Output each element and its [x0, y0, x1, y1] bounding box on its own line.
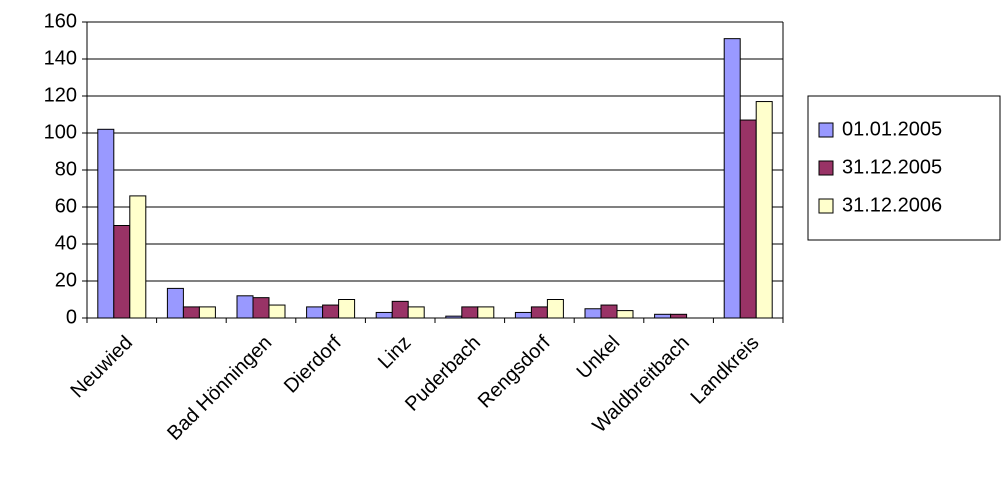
bar: [616, 310, 634, 319]
y-tick-label: 140: [44, 47, 77, 69]
y-tick-label: 20: [55, 269, 77, 291]
y-tick-label: 60: [55, 195, 77, 217]
x-tick-label: Bad Hönningen: [163, 332, 276, 445]
bar: [375, 311, 393, 319]
bar: [338, 299, 356, 319]
y-tick-label: 160: [44, 10, 77, 32]
bar: [391, 300, 409, 319]
bar: [407, 306, 425, 319]
bar: [236, 295, 254, 319]
y-tick-label: 80: [55, 158, 77, 180]
bar: [654, 313, 672, 319]
y-tick-label: 0: [66, 306, 77, 328]
bar: [182, 306, 200, 319]
legend-swatch: [818, 122, 834, 138]
bar: [584, 308, 602, 319]
bar: [530, 306, 548, 319]
x-tick-label: Puderbach: [401, 332, 485, 416]
x-tick-label: Rengsdorf: [474, 331, 555, 412]
legend-box: [807, 95, 1001, 241]
legend-label: 01.01.2005: [842, 118, 942, 140]
bar: [514, 311, 532, 319]
legend-label: 31.12.2006: [842, 194, 942, 216]
x-tick-label: Linz: [374, 332, 416, 374]
bar: [600, 304, 618, 319]
bar: [198, 306, 216, 319]
x-tick-label: Landkreis: [687, 332, 764, 409]
bar: [723, 38, 741, 319]
y-tick-label: 100: [44, 121, 77, 143]
bar: [755, 101, 773, 319]
bar: [306, 306, 324, 319]
legend-label: 31.12.2005: [842, 156, 942, 178]
x-tick-label: Neuwied: [66, 332, 137, 403]
legend-swatch: [818, 160, 834, 176]
bar: [252, 297, 270, 319]
bar: [322, 304, 340, 319]
x-tick-label: Unkel: [573, 332, 625, 384]
x-tick-label: Dierdorf: [280, 331, 346, 397]
bar: [546, 299, 564, 319]
bar: [477, 306, 495, 319]
y-tick-label: 120: [44, 84, 77, 106]
bar: [670, 313, 688, 319]
bar: [113, 225, 131, 319]
bar: [97, 128, 115, 319]
bar: [461, 306, 479, 319]
bar: [739, 119, 757, 319]
bar: [268, 304, 286, 319]
y-tick-label: 40: [55, 232, 77, 254]
legend-swatch: [818, 198, 834, 214]
bar: [166, 287, 184, 319]
bar: [129, 195, 147, 319]
